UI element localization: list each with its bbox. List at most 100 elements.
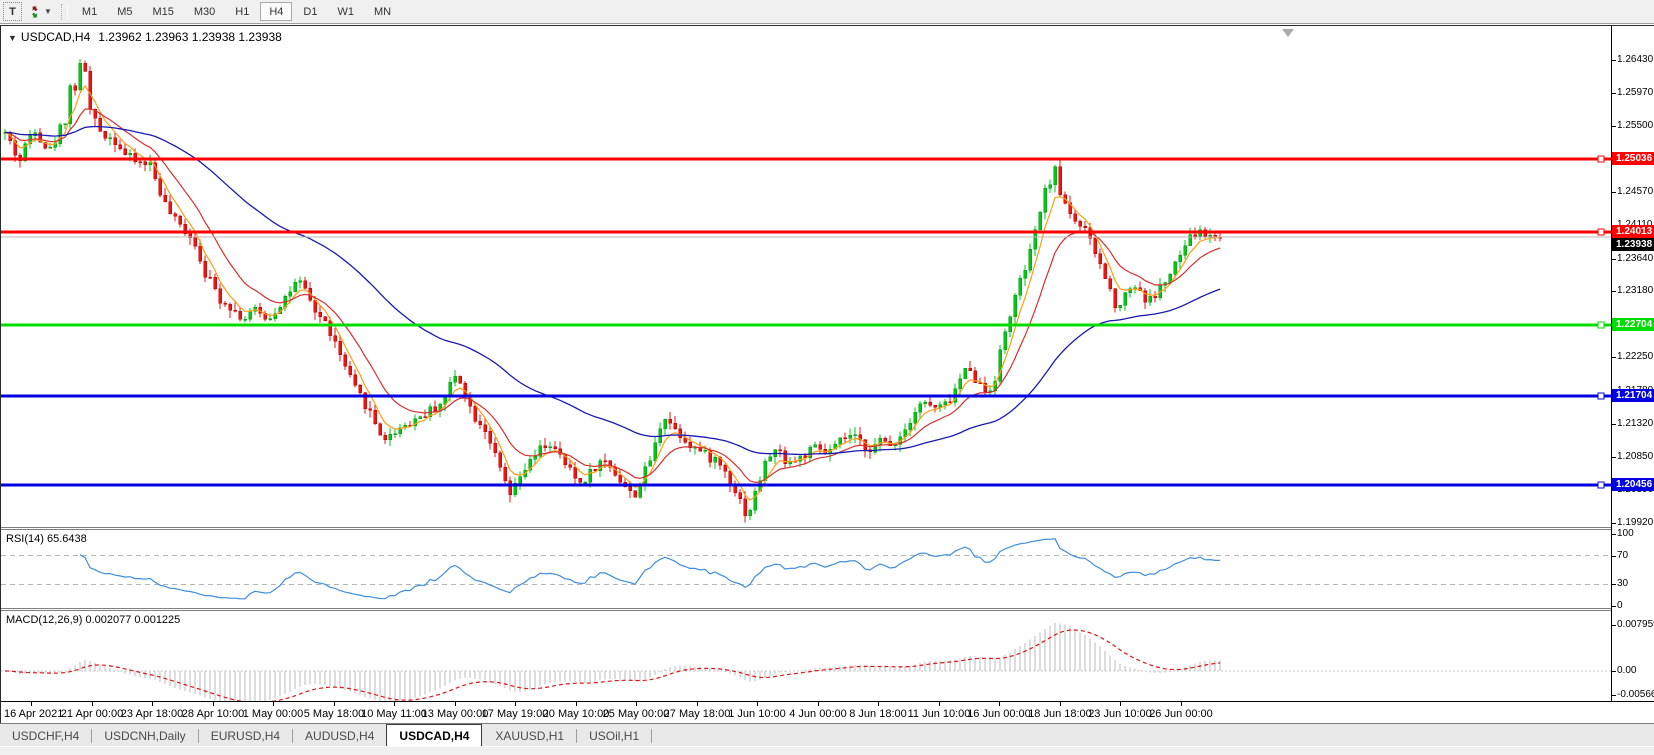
hline-price-label: 1.25036 <box>1612 152 1654 165</box>
time-tick <box>1120 702 1121 706</box>
timeframe-mn[interactable]: MN <box>373 5 392 18</box>
timeframe-m30[interactable]: M30 <box>193 5 216 18</box>
time-axis[interactable]: 16 Apr 2021 21 Apr 00:00 23 Apr 18:00 28 Ap… <box>1 701 1654 723</box>
timeframe-m5[interactable]: M5 <box>117 5 133 18</box>
chart-ohlc-values: 1.23962 1.23963 1.23938 1.23938 <box>98 30 282 44</box>
chart-window: ▼ USDCAD,H4 1.23962 1.23963 1.23938 1.2393… <box>0 25 1654 723</box>
time-tick <box>213 702 214 706</box>
time-label: 18 Jun 18:00 <box>1028 708 1092 720</box>
price-tick: 1.22250 <box>1611 351 1654 362</box>
tab-separator <box>197 729 199 743</box>
timeframe-w1[interactable]: W1 <box>337 5 354 18</box>
time-tick <box>152 702 153 706</box>
price-chart-svg[interactable] <box>1 27 1611 528</box>
time-label: 1 Jun 10:00 <box>728 708 786 720</box>
price-tick: 1.25500 <box>1611 120 1654 131</box>
chart-tab-usdcnh-daily[interactable]: USDCNH,Daily <box>104 729 186 743</box>
time-label: 23 Jun 10:00 <box>1088 708 1152 720</box>
macd-label: MACD(12,26,9) 0.002077 0.001225 <box>6 614 181 626</box>
time-label: 11 Jun 10:00 <box>907 708 971 720</box>
time-tick <box>576 702 577 706</box>
time-label: 5 May 18:00 <box>303 708 365 720</box>
time-tick <box>1060 702 1061 706</box>
status-bar <box>0 746 1654 755</box>
time-tick <box>455 702 456 706</box>
time-label: 21 Apr 00:00 <box>60 708 124 720</box>
time-label: 17 May 19:00 <box>481 708 549 720</box>
time-label: 28 Apr 10:00 <box>181 708 245 720</box>
rsi-chart-svg[interactable] <box>1 531 1611 608</box>
time-label: 27 May 18:00 <box>663 708 731 720</box>
collapse-caret-icon[interactable]: ▼ <box>8 33 17 43</box>
hline-price-label: 1.20456 <box>1612 478 1654 491</box>
price-tick: 1.25970 <box>1611 87 1654 98</box>
chart-symbol: USDCAD,H4 <box>20 30 91 44</box>
chart-tab-usdchf-h4[interactable]: USDCHF,H4 <box>12 729 80 743</box>
time-tick <box>1181 702 1182 706</box>
time-tick <box>878 702 879 706</box>
dropdown-caret-icon: ▼ <box>44 7 52 16</box>
chart-tab-xauusd-h1[interactable]: XAUUSD,H1 <box>495 729 565 743</box>
time-tick <box>334 702 335 706</box>
time-label: 20 May 10:00 <box>542 708 610 720</box>
chart-tab-audusd-h4[interactable]: AUDUSD,H4 <box>305 729 375 743</box>
symbol-cycler-icon[interactable]: ▼ <box>24 2 56 21</box>
time-label: 1 May 00:00 <box>242 708 304 720</box>
time-tick <box>273 702 274 706</box>
chart-tab-usoil-h1[interactable]: USOil,H1 <box>589 729 640 743</box>
time-tick <box>999 702 1000 706</box>
time-tick <box>92 702 93 706</box>
timeframe-group: M1 M5 M15 M30 H1 H4 D1 W1 MN <box>72 2 401 21</box>
tab-separator <box>576 729 578 743</box>
rsi-axis-label: 100 <box>1612 528 1634 539</box>
time-tick <box>697 702 698 706</box>
timeframe-d1[interactable]: D1 <box>303 5 318 18</box>
chart-tab-usdcad-h4[interactable]: USDCAD,H4 <box>386 724 483 746</box>
time-label: 16 Apr 2021 <box>4 708 64 720</box>
macd-chart-svg[interactable] <box>1 611 1611 701</box>
timeframe-m1[interactable]: M1 <box>81 5 98 18</box>
rsi-axis-label: 30 <box>1611 578 1629 589</box>
time-label: 13 May 00:00 <box>421 708 489 720</box>
chart-tab-eurusd-h4[interactable]: EURUSD,H4 <box>210 729 281 743</box>
macd-axis-label: 0.007959 <box>1612 619 1654 631</box>
text-label-icon[interactable]: T <box>3 2 22 21</box>
macd-axis-label: -0.005662 <box>1611 689 1654 701</box>
price-axis[interactable]: 1.264301.259701.255001.245701.241101.236… <box>1611 26 1654 701</box>
price-tick: 1.21320 <box>1611 418 1654 429</box>
price-tick: 1.20850 <box>1611 451 1654 462</box>
time-label: 8 Jun 18:00 <box>849 708 907 720</box>
hline-price-label: 1.24013 <box>1612 225 1654 238</box>
tab-separator <box>651 729 653 743</box>
time-label: 23 Apr 18:00 <box>120 708 184 720</box>
rsi-axis-label: 70 <box>1611 550 1629 561</box>
tab-separator <box>91 729 93 743</box>
panel-separator[interactable] <box>1 608 1654 611</box>
time-tick <box>757 702 758 706</box>
time-tick <box>939 702 940 706</box>
current-price-label: 1.23938 <box>1612 238 1654 251</box>
timeframe-m15[interactable]: M15 <box>152 5 174 18</box>
time-tick <box>394 702 395 706</box>
chart-shift-marker-icon[interactable] <box>1282 29 1294 37</box>
time-label: 16 Jun 00:00 <box>967 708 1031 720</box>
price-tick: 1.23640 <box>1611 253 1654 264</box>
timeframe-h1[interactable]: H1 <box>235 5 250 18</box>
time-label: 4 Jun 00:00 <box>789 708 847 720</box>
timeframe-h4[interactable]: H4 <box>260 2 293 21</box>
time-tick <box>818 702 819 706</box>
toolbar-grip <box>60 3 68 20</box>
hline-price-label: 1.22704 <box>1612 318 1654 331</box>
macd-axis-label: 0.00 <box>1611 665 1637 676</box>
price-tick: 1.24570 <box>1611 186 1654 197</box>
price-tick: 1.19920 <box>1611 517 1654 528</box>
time-label: 10 May 11:00 <box>361 708 427 720</box>
time-tick <box>636 702 637 706</box>
panel-separator[interactable] <box>1 527 1654 530</box>
chart-title: ▼ USDCAD,H4 1.23962 1.23963 1.23938 1.2393… <box>8 30 282 44</box>
time-tick <box>515 702 516 706</box>
chart-tabbar: USDCHF,H4 USDCNH,Daily EURUSD,H4 AUDUSD,H4 U… <box>0 723 1654 746</box>
cycler-arrows-icon <box>32 5 38 17</box>
time-tick <box>31 702 32 706</box>
